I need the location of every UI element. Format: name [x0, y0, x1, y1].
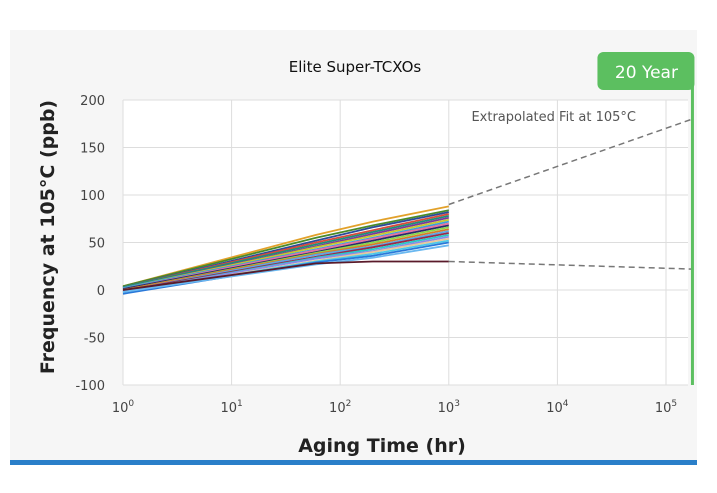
y-tick-label: -50	[84, 332, 105, 347]
series-line	[122, 211, 449, 288]
extrapolation-annotation: Extrapolated Fit at 105°C	[471, 110, 636, 125]
y-tick-label: 200	[80, 94, 105, 109]
y-axis-title: Frequency at 105°C (ppb)	[37, 100, 59, 374]
series-group	[122, 205, 449, 295]
series-line	[122, 244, 449, 293]
y-tick-label: 100	[80, 189, 105, 204]
series-line	[122, 228, 449, 291]
series-line	[122, 235, 449, 293]
x-tick-label: 104	[546, 399, 569, 416]
series-line	[122, 213, 449, 288]
series-line	[122, 260, 449, 291]
x-tick-label: 101	[220, 399, 242, 416]
y-tick-label: 50	[88, 237, 105, 252]
twenty-year-badge-label: 20 Year	[615, 63, 678, 83]
series-line	[122, 230, 449, 292]
x-tick-label: 103	[438, 399, 460, 416]
x-tick-labels: 100 101 102 103 104 105	[112, 399, 677, 416]
extrapolation-line	[448, 118, 693, 206]
x-tick-label: 102	[329, 399, 351, 416]
y-tick-label: 0	[97, 284, 105, 299]
x-tick-label: 105	[655, 399, 677, 416]
series-line	[122, 222, 449, 290]
chart-title: Elite Super-TCXOs	[289, 58, 422, 76]
x-tick-label: 100	[112, 399, 135, 416]
series-line	[122, 218, 449, 289]
series-line	[122, 209, 449, 288]
x-axis-title: Aging Time (hr)	[298, 435, 466, 457]
series-line	[122, 205, 449, 288]
y-tick-label: -100	[75, 379, 105, 394]
y-tick-label: 150	[80, 142, 105, 157]
series-line	[122, 215, 449, 288]
twenty-year-badge	[597, 52, 695, 90]
bottom-accent-bar	[10, 460, 697, 465]
extrapolation-line	[448, 260, 693, 270]
y-tick-labels: 200 150 100 50 0 -50 -100	[75, 94, 105, 394]
marker-group: 20 Year	[597, 52, 695, 385]
extrapolation-group	[448, 118, 693, 270]
